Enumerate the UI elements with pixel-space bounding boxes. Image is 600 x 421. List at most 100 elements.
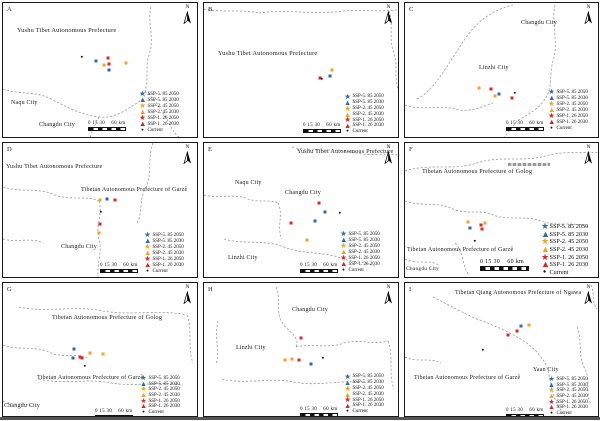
data-point-red [510,96,514,100]
north-label: N [386,4,391,10]
region-label: Linzhi City [479,65,509,71]
boundary-lines [3,143,154,277]
star-icon: ★ [548,111,555,121]
scale-bar: 0 15 30 60 km [300,263,356,274]
north-arrow-icon [183,10,191,24]
legend-label: SSP-1. 26 2050 [556,113,588,119]
triangle-icon: ▲ [144,236,152,246]
data-point-orange [330,68,334,72]
legend-label: SSP-1. 26 2050 [147,115,179,121]
map-panel-b: B N Yushu Tibet Autonomous Prefecture ★ SSP-… [203,2,399,138]
triangle-icon: ▲ [344,98,352,108]
scale-bar-label: 0 15 30 60 km [100,263,138,268]
legend-item: ● Current [541,269,588,277]
data-point-red [113,198,117,202]
region-label: Changdu City [61,244,97,250]
triangle-icon: ▲ [139,95,147,105]
legend-item: ● Current [344,409,384,415]
north-arrow: N [384,284,393,304]
scale-bar-graphic [300,269,338,274]
data-point-red [80,356,84,360]
star-icon: ★ [140,374,147,383]
legend-label: Current [556,410,572,416]
scale-bar: 0 15 30 60 km [480,259,547,271]
legend-label: SSP-1. 26 2050 [549,253,589,261]
legend-item: ★ SSP-1. 26 2050 [139,114,179,121]
triangle-icon: ▲ [140,379,148,388]
legend-item: ★ SSP-5. 85 2050 [144,231,184,238]
legend: ★ SSP-5. 85 2050 ▲ SSP-5. 85 2030 ★ SSP-2. 45… [144,231,184,274]
scale-bar-label: 0 15 30 60 km [506,121,544,126]
legend-item: ★ SSP-2. 45 2050 [140,386,179,393]
dot-icon: ● [542,268,547,275]
legend-label: SSP-1. 26 2030 [147,121,179,127]
legend-label: SSP-5. 85 2050 [352,94,384,100]
legend-item: ▲ SSP-5. 85 2030 [344,379,384,387]
data-point-black [473,239,477,243]
data-point-black [513,91,517,95]
data-point-orange [466,220,470,224]
data-point-black [481,348,485,352]
legend-item: ★ SSP-5. 85 2050 [344,373,384,381]
north-arrow-icon [384,290,392,304]
triangle-icon: ▲ [541,228,551,239]
legend-label: SSP-2. 45 2030 [152,250,184,256]
scale-bar-graphic [506,127,544,132]
legend-label: SSP-2. 45 2050 [348,243,380,249]
triangle-icon: ▲ [548,380,556,389]
legend-item: ★ SSP-5. 85 2050 [548,376,587,383]
region-label: Tibetan Autonomous Prefecture of Golog [422,168,533,175]
legend-label: SSP-1. 26 2050 [556,399,588,405]
data-point-red [317,201,321,205]
legend-item: ★ SSP-1. 26 2050 [344,396,384,404]
legend-item: ▲ SSP-1. 26 2030 [340,260,380,267]
data-point-blue [328,74,332,78]
legend-item: ★ SSP-1. 26 2050 [144,255,184,262]
data-point-black [338,211,342,215]
scale-bar: 0 15 30 60 km [95,409,151,416]
legend-label: SSP-5. 85 2050 [556,89,588,95]
scale-bar-graphic [300,413,338,416]
region-label: Changdu City [292,307,328,313]
region-label: Tibetan Autonomous Prefecture of Golog [52,314,163,321]
legend-label: SSP-5. 85 2030 [348,237,380,243]
panel-letter: F [409,146,413,153]
triangle-icon: ▲ [140,391,148,400]
legend-label: SSP-1. 26 2030 [352,403,384,409]
legend-item: ★ SSP-1. 26 2050 [548,111,588,121]
data-point-blue [468,226,472,230]
legend-label: SSP-2. 45 2030 [148,393,180,399]
legend-item: ▲ SSP-2. 45 2030 [344,110,384,118]
panel-letter: H [208,286,213,293]
data-point-red [297,358,301,362]
legend-label: Current [549,268,569,276]
scale-bar-label: 0 15 30 60 km [300,407,338,412]
triangle-icon: ▲ [340,235,348,245]
triangle-icon: ▲ [541,244,551,255]
legend-label: SSP-5. 85 2030 [352,100,384,106]
data-point-red [480,227,484,231]
data-point-red [107,62,111,66]
data-point-orange [98,198,102,202]
panel-letter: G [7,286,12,293]
star-icon: ★ [344,103,351,113]
legend-label: SSP-1. 26 2030 [348,261,380,267]
triangle-icon: ▲ [344,121,352,131]
legend-item: ★ SSP-2. 45 2050 [548,387,587,394]
legend-label: SSP-1. 26 2030 [352,123,384,129]
scale-bar: 0 15 30 60 km [100,263,156,274]
star-icon: ★ [340,241,347,251]
panel-letter: C [409,6,414,13]
data-point-blue [309,362,313,366]
legend-label: SSP-2. 45 2050 [352,105,384,111]
data-point-orange [527,323,531,327]
scale-bar-graphic [95,415,133,416]
legend-label: SSP-2. 45 2050 [147,103,179,109]
north-arrow: N [584,144,593,164]
legend-item: ★ SSP-2. 45 2050 [344,385,384,393]
north-arrow: N [183,4,192,24]
legend-item: ★ SSP-5. 85 2050 [140,374,179,383]
legend-label: SSP-2. 45 2030 [352,391,384,397]
data-point-blue [94,59,98,63]
legend-label: SSP-1. 26 2030 [556,119,588,125]
